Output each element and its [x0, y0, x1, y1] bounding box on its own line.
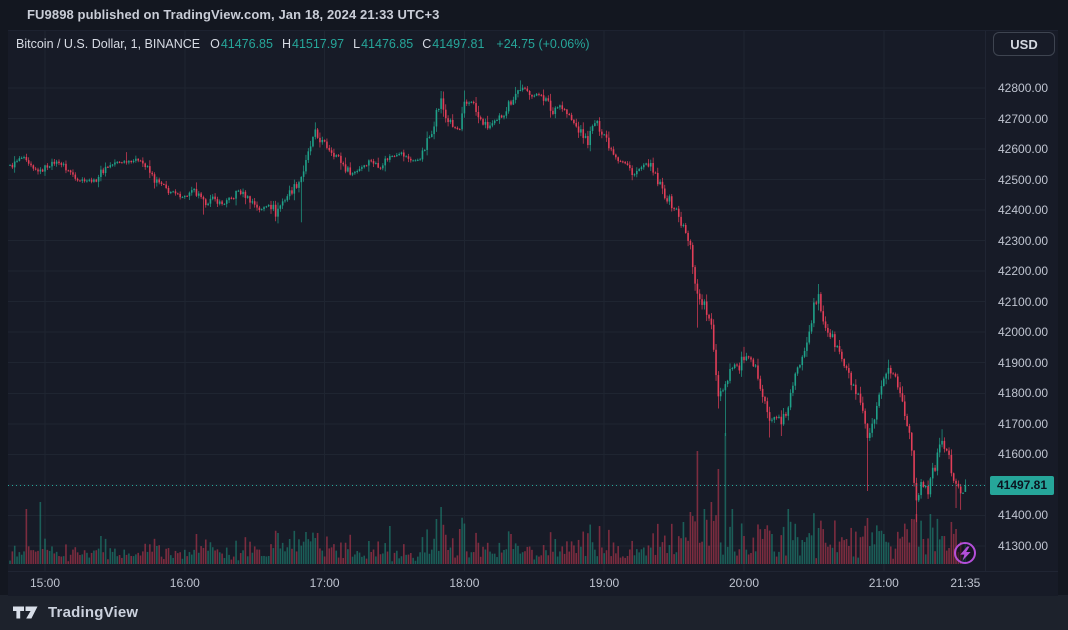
price-axis-label: 42800.00 [998, 81, 1049, 95]
flash-button[interactable] [954, 542, 976, 564]
candlestick-chart [8, 31, 985, 571]
price-axis-label: 41400.00 [998, 508, 1049, 523]
ohlc-values: O 41476.85 H 41517.97 L 41476.85 C 41497.81 [210, 37, 484, 51]
low-label: L [353, 37, 361, 51]
high-value: 41517.97 [292, 37, 345, 51]
time-axis-label: 21:00 [868, 576, 899, 590]
time-axis-label: 15:00 [29, 576, 61, 590]
candles [9, 80, 967, 523]
price-change: +24.75 (+0.06%) [496, 37, 590, 51]
grid-lines [8, 31, 985, 571]
time-axis-label: 21:35 [950, 576, 981, 590]
time-axis-label: 20:00 [728, 576, 760, 590]
chart-legend: Bitcoin / U.S. Dollar, 1, BINANCE O 41476… [16, 37, 590, 51]
last-price-badge: 41497.81 [990, 476, 1054, 495]
price-axis-label: 41900.00 [998, 355, 1049, 370]
symbol-title: Bitcoin / U.S. Dollar, 1, BINANCE [16, 37, 201, 51]
close-value: 41497.81 [432, 37, 485, 51]
lightning-bolt-icon [959, 546, 971, 560]
open-value: 41476.85 [220, 37, 273, 51]
price-axis-label: 41300.00 [998, 538, 1049, 553]
price-axis-label: 42500.00 [998, 172, 1049, 187]
price-axis-label: 41600.00 [998, 447, 1049, 462]
price-axis-label: 42400.00 [998, 203, 1049, 218]
time-axis[interactable]: 15:00 16:00 17:00 18:00 19:00 20:00 21:00 21:35 [8, 571, 1058, 596]
price-axis-label: 42600.00 [998, 142, 1049, 157]
tradingview-logo-icon [13, 606, 38, 619]
tradingview-wordmark[interactable]: TradingView [48, 604, 139, 621]
time-axis-label: 17:00 [309, 576, 340, 590]
currency-toggle-button[interactable]: USD [993, 32, 1055, 56]
chart-pane [8, 31, 985, 571]
volume-bars [9, 433, 967, 564]
high-label: H [281, 37, 291, 51]
low-value: 41476.85 [361, 37, 414, 51]
bottom-bar: TradingView [0, 595, 1068, 630]
price-axis[interactable]: 41497.81 42800.00 42700.00 42600.00 42500.0… [985, 31, 1058, 571]
close-label: C [422, 37, 432, 51]
chart-widget: Bitcoin / U.S. Dollar, 1, BINANCE O 41476… [8, 30, 1058, 596]
time-axis-label: 16:00 [169, 576, 200, 590]
price-axis-label: 41800.00 [998, 386, 1049, 401]
open-label: O [210, 37, 220, 51]
time-axis-label: 18:00 [449, 576, 480, 590]
price-axis-label: 42300.00 [998, 233, 1049, 248]
price-axis-label: 42100.00 [998, 294, 1049, 309]
price-axis-label: 41700.00 [998, 416, 1049, 431]
price-axis-label: 42000.00 [998, 325, 1049, 340]
price-axis-label: 42700.00 [998, 111, 1049, 126]
price-axis-label: 42200.00 [998, 264, 1049, 279]
attribution-text: FU9898 published on TradingView.com, Jan… [27, 7, 440, 22]
time-axis-label: 19:00 [589, 576, 620, 590]
